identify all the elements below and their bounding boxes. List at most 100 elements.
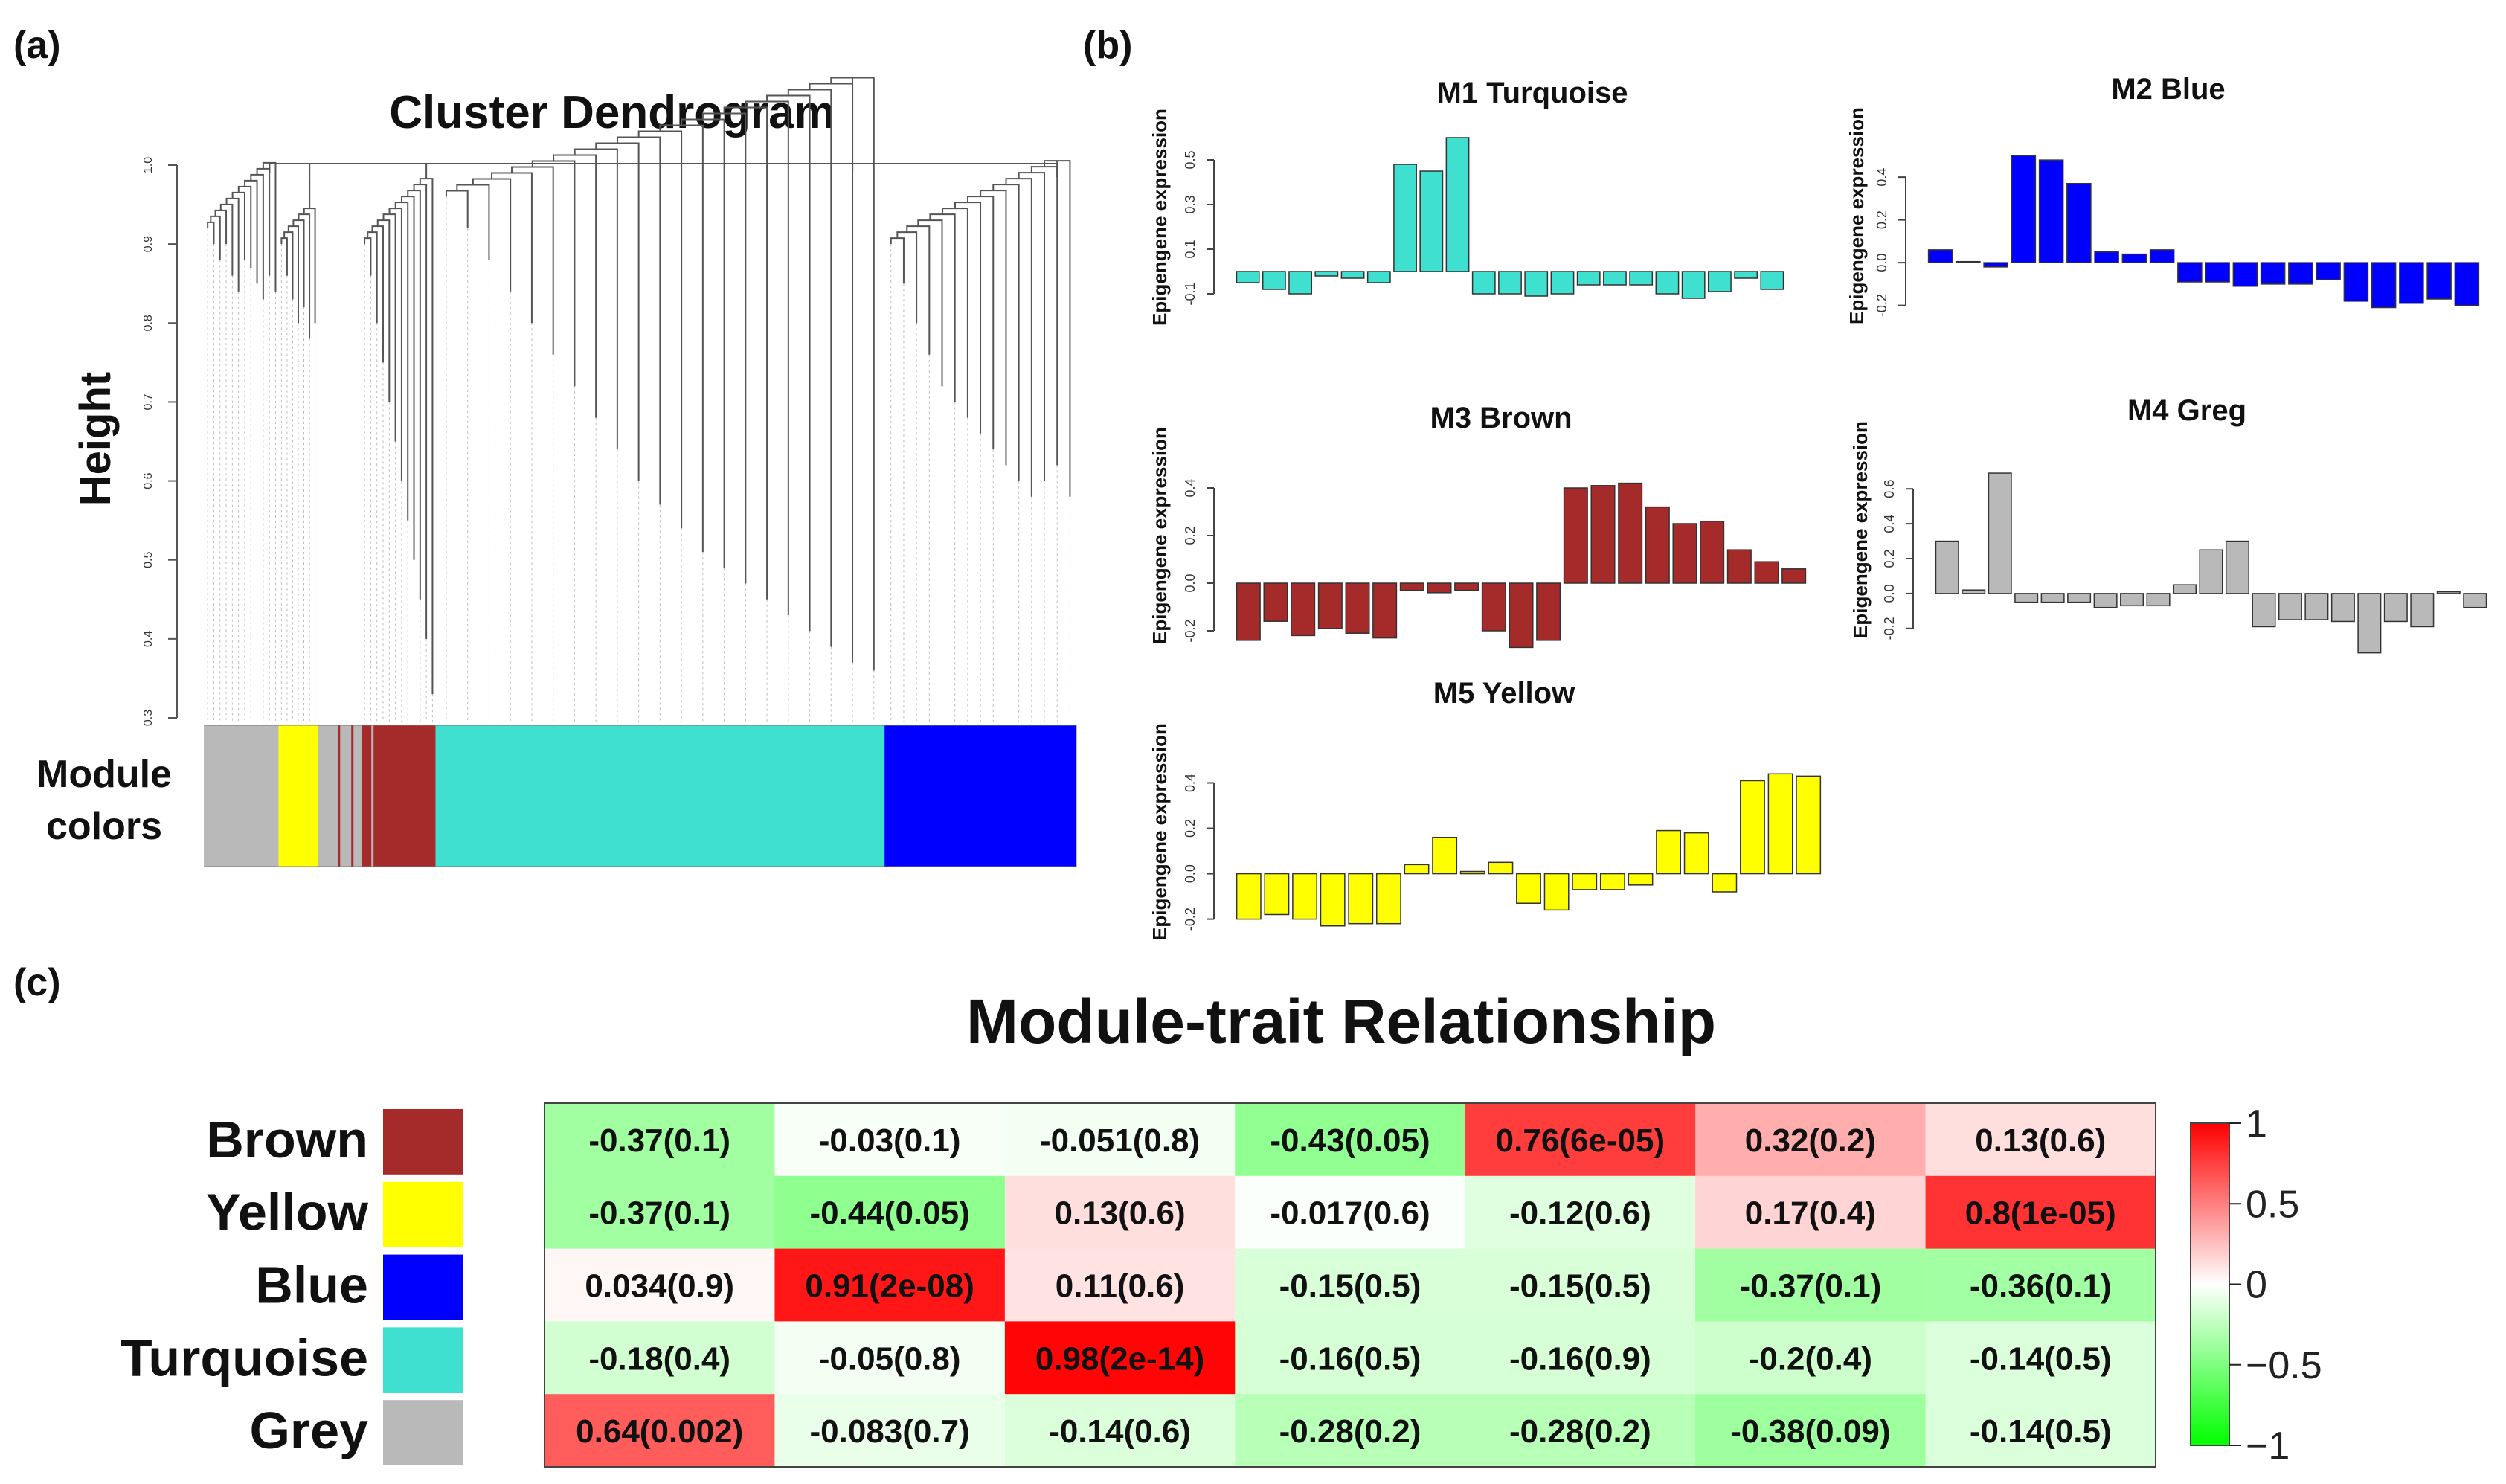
bar-m4-greg-6 [2093,593,2118,608]
bar-m4-greg-0 [1935,540,1959,594]
bar-ylabel-m4-greg: Epigengene expression [1849,421,1872,638]
bar-chart-m1-turquoise: M1 Turquoise Epigengene expression -0.1 0.1… [1148,77,1784,326]
bar-m4-greg-14 [2304,593,2329,620]
bar-m2-blue-14 [2316,262,2341,280]
bar-m1-turquoise-2 [1288,271,1312,295]
bar-title-m5-yellow: M5 Yellow [1433,677,1575,710]
module-color-strip: colors [46,725,1077,867]
heatmap-row-label-turquoise: Turquoise [121,1329,368,1387]
bar-m2-blue-7 [2121,253,2147,263]
heatmap-cell-label-2-4: -0.15(0.5) [1509,1268,1651,1305]
dendrogram-branch-blue-13 [1030,166,1058,466]
heatmap-cell-4-2 [1004,1394,1236,1468]
heatmap-row-label-grey: Grey [249,1401,368,1459]
colorbar-tick-label-2: 0 [2246,1264,2267,1307]
heatmap-row-swatch-blue [383,1254,463,1320]
bar-m1-turquoise-0 [1236,271,1260,283]
dendrogram-branch-yellow-3 [287,225,299,324]
dendrogram-branch-yellow-4 [292,219,305,308]
bar-tick-label-m3-brown-1: 0.0 [1183,574,1198,592]
heatmap-cell-label-2-2: 0.11(0.6) [1056,1268,1185,1305]
bar-m4-greg-19 [2436,591,2461,594]
bar-ylabel-m5-yellow: Epigengene expression [1148,723,1171,940]
bar-chart-m2-blue: M2 Blue Epigengene expression -0.2 0.0 0.2 0.… [1845,73,2480,324]
dendrogram-tick-label-4: 0.7 [142,394,155,410]
module-colors-label-line2: colors [46,805,162,848]
heatmap-cell-label-2-5: -0.37(0.1) [1739,1268,1881,1305]
dendrogram-branch-blue-4 [917,219,943,387]
bar-tick-label-m5-yellow-1: 0.0 [1183,864,1198,883]
bar-m3-brown-8 [1454,582,1479,591]
colorbar-gradient [2190,1122,2230,1446]
heatmap-cell-0-5 [1695,1103,1927,1177]
bar-m5-yellow-17 [1712,873,1738,893]
bar-chart-m5-yellow: M5 Yellow Epigengene expression -0.2 0.0 0.2… [1148,677,1822,940]
heatmap-row-label-yellow: Yellow [206,1183,368,1242]
bar-m2-blue-8 [2149,249,2175,263]
heatmap-cell-label-2-0: 0.034(0.9) [585,1268,734,1305]
heatmap-cell-label-1-5: 0.17(0.4) [1745,1195,1876,1232]
dendrogram-panel: Cluster Dendrogram Height 0.30.40.50.60.… [36,77,1077,867]
heatmap-cell-label-0-3: -0.43(0.05) [1270,1122,1430,1159]
bar-m1-turquoise-19 [1734,271,1758,279]
heatmap-cell-3-6 [1925,1321,2156,1395]
bar-m4-greg-15 [2330,593,2355,623]
bar-m5-yellow-15 [1656,829,1682,875]
dendrogram-branch-grey-11 [262,161,277,292]
dendrogram-tick-label-1: 0.4 [142,631,155,647]
dendrogram-branch-turquoise-4 [491,172,533,324]
heatmap-row-swatch-brown [383,1109,463,1175]
module-strip-streak-3 [351,725,354,867]
dendrogram-tick-label-3: 0.6 [142,472,155,489]
bar-m2-blue-13 [2288,262,2313,285]
heatmap-cell-3-4 [1465,1321,1696,1395]
dendrogram-branch-blue-10 [992,184,1020,481]
dendrogram-branch-brown-6 [388,208,402,481]
heatmap-cell-2-5 [1695,1248,1927,1322]
heatmap-cell-label-1-3: -0.017(0.6) [1270,1195,1430,1232]
module-strip-blue-5 [884,725,1076,867]
bar-title-m4-greg: M4 Greg [2127,394,2246,427]
bar-m3-brown-20 [1781,568,1807,584]
bar-m4-greg-13 [2278,593,2302,620]
bar-tick-label-m1-turquoise-1: 0.1 [1183,240,1198,258]
bar-m5-yellow-8 [1459,870,1485,875]
dendrogram-branch-blue-3 [906,225,931,355]
bar-tick-label-m5-yellow-3: 0.4 [1183,774,1198,792]
bar-m1-turquoise-13 [1576,271,1601,286]
heatmap-cell-3-2 [1004,1321,1236,1395]
dendrogram-branch-turquoise-3 [472,178,512,292]
dendrogram-title: Cluster Dendrogram [389,87,835,138]
bar-m2-blue-9 [2177,262,2203,283]
heatmap-cell-4-1 [774,1394,1006,1468]
bar-m5-yellow-6 [1404,864,1430,875]
bar-ylabel-m2-blue: Epigengene expression [1845,107,1868,324]
dendrogram-tick-label-2: 0.5 [142,551,155,568]
heatmap-cell-label-3-2: 0.98(2e-14) [1035,1340,1204,1377]
heatmap-cell-2-6 [1925,1248,2156,1322]
heatmap-cell-0-3 [1235,1103,1466,1177]
bar-m1-turquoise-18 [1708,271,1732,292]
dendrogram-branch-brown-8 [400,196,415,560]
bar-m1-turquoise-6 [1393,164,1417,272]
dendrogram-tick-label-5: 0.8 [142,315,155,331]
dendrogram-branch-blue-7 [954,202,982,434]
bar-m5-yellow-20 [1796,775,1822,875]
heatmap-cell-label-0-5: 0.32(0.2) [1745,1122,1876,1159]
bar-m3-brown-11 [1536,582,1561,641]
heatmap-cell-label-1-6: 0.8(1e-05) [1965,1195,2116,1232]
bar-m1-turquoise-7 [1419,170,1444,272]
bar-m2-blue-17 [2399,262,2424,304]
bar-title-m3-brown: M3 Brown [1430,402,1572,434]
bar-m4-greg-11 [2225,540,2249,594]
heatmap-cell-2-2 [1004,1248,1236,1322]
module-strip-streak-1 [338,725,341,867]
heatmap-cell-label-0-6: 0.13(0.6) [1975,1122,2106,1159]
bar-m5-yellow-19 [1767,773,1793,875]
dendrogram-branch-blue-6 [942,208,968,418]
module-strip-turquoise-4 [435,725,885,867]
bar-m4-greg-16 [2357,593,2382,654]
dendrogram-tick-label-0: 0.3 [142,710,155,726]
bar-m5-yellow-3 [1320,873,1346,927]
bar-m5-yellow-2 [1292,873,1317,920]
